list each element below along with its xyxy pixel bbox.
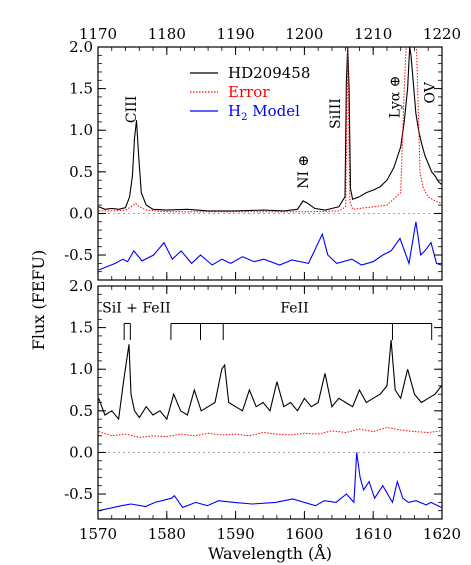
series-line-hd209458 bbox=[98, 340, 442, 421]
series-line-error bbox=[98, 46, 442, 213]
annotation-label: Lyα ⊕ bbox=[387, 76, 403, 119]
annotation-label: OV bbox=[422, 81, 438, 103]
legend-label-sub: 2 bbox=[241, 112, 247, 123]
x-tick-label: 1620 bbox=[423, 525, 461, 543]
x-tick-label: 1200 bbox=[285, 25, 323, 43]
legend-label: Error bbox=[228, 83, 270, 101]
x-axis-title: Wavelength (Å) bbox=[208, 543, 332, 563]
y-tick-label: 1.0 bbox=[69, 360, 93, 378]
y-tick-label: 2.0 bbox=[69, 38, 93, 56]
legend-label-rest: Model bbox=[247, 102, 300, 120]
x-tick-label: 1210 bbox=[354, 25, 392, 43]
y-axis-title: Flux (FEFU) bbox=[29, 250, 48, 350]
annotation-label: SiIII bbox=[328, 98, 344, 129]
x-tick-label: 1570 bbox=[79, 525, 117, 543]
x-tick-label: 1220 bbox=[423, 25, 461, 43]
y-tick-label: -0.5 bbox=[64, 246, 93, 264]
y-tick-label: 2.0 bbox=[69, 277, 93, 295]
y-tick-label: 1.5 bbox=[69, 319, 93, 337]
legend-label: H2 Model bbox=[228, 102, 300, 123]
y-tick-label: -0.5 bbox=[64, 485, 93, 503]
y-tick-label: 1.5 bbox=[69, 80, 93, 98]
y-tick-label: 0.5 bbox=[69, 402, 93, 420]
x-tick-label: 1580 bbox=[148, 525, 186, 543]
x-tick-label: 1190 bbox=[217, 25, 255, 43]
x-tick-label: 1610 bbox=[354, 525, 392, 543]
series-line-h2-model bbox=[98, 221, 442, 271]
series-line-hd209458 bbox=[98, 46, 442, 212]
x-tick-label: 1600 bbox=[285, 525, 323, 543]
y-tick-label: 1.0 bbox=[69, 121, 93, 139]
annotation-label: SiI + FeII bbox=[102, 301, 171, 317]
legend-label: HD209458 bbox=[228, 64, 310, 82]
x-tick-label: 1180 bbox=[148, 25, 186, 43]
series-line-error bbox=[98, 426, 442, 438]
annotation-label: CIII bbox=[124, 96, 140, 123]
y-tick-label: 0.0 bbox=[69, 204, 93, 222]
x-tick-label: 1170 bbox=[79, 25, 117, 43]
bottom-panel: 0.0 0.5 1.0 1.5 2.0 -0.5 1570 1580 1590 1600 1610 1… bbox=[64, 277, 461, 563]
series-line-h2-model bbox=[98, 452, 442, 512]
annotation-label: FeII bbox=[280, 301, 308, 317]
y-tick-label: 0.0 bbox=[69, 443, 93, 461]
plot-frame bbox=[97, 285, 443, 520]
legend-label-main: H bbox=[228, 102, 241, 120]
x-tick-label: 1590 bbox=[217, 525, 255, 543]
annotation-label: NI ⊕ bbox=[296, 155, 312, 189]
y-tick-label: 0.5 bbox=[69, 163, 93, 181]
top-panel: 0.0 0.5 1.0 1.5 2.0 -0.5 1170 1180 1190 1200 1210 1… bbox=[64, 25, 461, 281]
